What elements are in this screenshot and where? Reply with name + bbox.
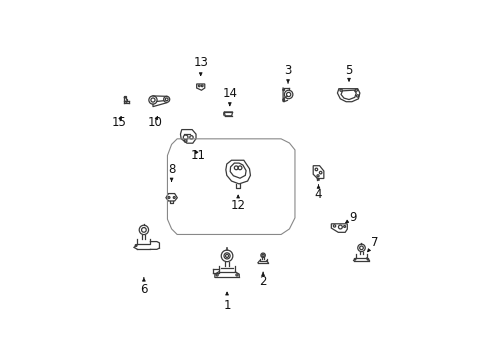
Text: 8: 8	[167, 163, 175, 181]
Text: 9: 9	[345, 211, 356, 224]
Text: 15: 15	[111, 116, 126, 129]
Text: 2: 2	[259, 272, 266, 288]
Text: 10: 10	[147, 116, 162, 129]
Text: 14: 14	[222, 87, 237, 105]
Text: 1: 1	[223, 292, 230, 312]
Text: 7: 7	[367, 236, 378, 252]
Text: 12: 12	[230, 195, 245, 212]
Text: 6: 6	[140, 278, 147, 296]
Text: 13: 13	[193, 56, 208, 76]
Text: 11: 11	[190, 149, 205, 162]
Text: 3: 3	[284, 64, 291, 83]
Text: 5: 5	[345, 64, 352, 81]
Text: 4: 4	[314, 185, 322, 201]
